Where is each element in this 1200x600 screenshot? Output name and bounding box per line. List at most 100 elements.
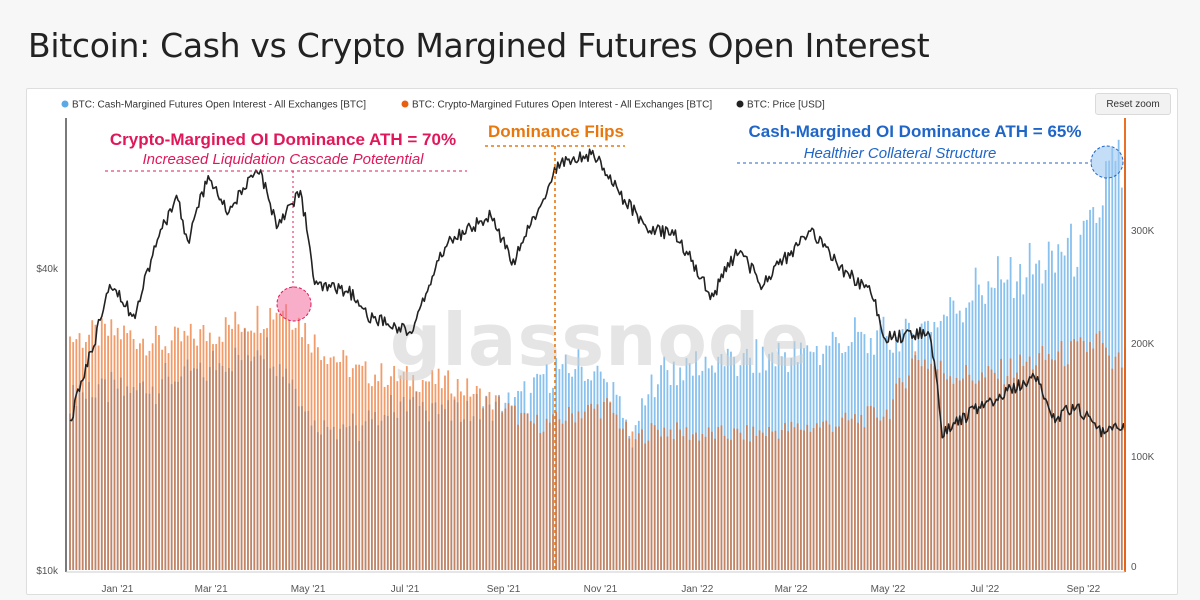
crypto-oi-bar xyxy=(250,330,253,570)
crypto-oi-bar xyxy=(221,341,224,570)
crypto-oi-bar xyxy=(72,342,75,570)
crypto-oi-bar xyxy=(272,319,275,570)
crypto-oi-bar xyxy=(1082,340,1085,570)
crypto-oi-bar xyxy=(742,439,745,570)
crypto-oi-bar xyxy=(227,324,230,570)
crypto-oi-bar xyxy=(1063,366,1066,570)
x-tick-label: Jul '22 xyxy=(971,584,1000,595)
crypto-oi-bar xyxy=(329,357,332,570)
crypto-oi-bar xyxy=(1000,358,1002,570)
legend-item-1[interactable]: BTC: Crypto-Margined Futures Open Intere… xyxy=(401,100,713,111)
crypto-oi-bar xyxy=(1073,339,1076,570)
crypto-oi-bar xyxy=(1025,361,1028,570)
crypto-ath-marker xyxy=(276,286,312,322)
crypto-oi-bar xyxy=(139,343,141,570)
crypto-oi-bar xyxy=(247,331,249,570)
crypto-oi-bar xyxy=(415,391,418,570)
crypto-oi-bar xyxy=(142,338,144,570)
crypto-oi-bar xyxy=(768,426,770,570)
crypto-oi-bar xyxy=(761,432,764,570)
legend-item-0[interactable]: BTC: Cash-Margined Futures Open Interest… xyxy=(61,100,367,111)
crypto-oi-bar xyxy=(892,399,894,570)
price-line xyxy=(69,148,1126,439)
crypto-dominance-annotation: Crypto-Margined OI Dominance ATH = 70% In… xyxy=(105,130,467,322)
crypto-oi-bar xyxy=(437,368,440,570)
crypto-oi-bar xyxy=(1092,348,1095,570)
crypto-oi-bar xyxy=(154,325,157,570)
legend-item-2[interactable]: BTC: Price [USD] xyxy=(736,100,826,111)
crypto-oi-bar xyxy=(215,343,218,570)
crypto-oi-bar xyxy=(259,332,262,570)
crypto-oi-bar xyxy=(653,425,656,570)
crypto-oi-bar xyxy=(602,401,605,570)
crypto-oi-bar xyxy=(224,317,227,570)
crypto-oi-bar xyxy=(456,379,459,570)
crypto-oi-bar xyxy=(819,427,821,570)
crypto-oi-bar xyxy=(701,433,704,570)
crypto-oi-bar xyxy=(84,342,87,570)
crypto-oi-bar xyxy=(1066,364,1069,570)
crypto-oi-bar xyxy=(266,328,268,570)
crypto-oi-bar xyxy=(733,428,736,570)
crypto-oi-bar xyxy=(946,379,948,570)
crypto-oi-bar xyxy=(996,378,999,570)
crypto-oi-bar xyxy=(955,377,958,570)
crypto-oi-bar xyxy=(196,345,199,570)
crypto-oi-bar xyxy=(927,368,929,570)
crypto-oi-bar xyxy=(723,435,726,570)
crypto-oi-bar xyxy=(698,440,701,570)
crypto-oi-bar xyxy=(656,429,659,570)
crypto-oi-bar xyxy=(75,339,78,570)
crypto-oi-bar xyxy=(1051,359,1053,570)
crypto-oi-bar xyxy=(323,356,326,570)
crypto-oi-bar xyxy=(459,391,462,570)
x-tick-label: Jul '21 xyxy=(391,584,420,595)
crypto-oi-bar xyxy=(850,418,853,570)
crypto-oi-bar xyxy=(1101,343,1104,570)
crypto-oi-bar xyxy=(135,348,138,570)
crypto-oi-bar xyxy=(539,433,542,570)
crypto-oi-bar xyxy=(542,431,545,570)
crypto-oi-bar xyxy=(520,413,523,570)
crypto-oi-bar xyxy=(901,382,904,570)
crypto-oi-bar xyxy=(69,336,71,570)
crypto-oi-bar xyxy=(377,381,380,570)
crypto-oi-bar xyxy=(202,324,205,570)
crypto-oi-bar xyxy=(348,377,351,570)
crypto-oi-bar xyxy=(857,422,859,570)
crypto-oi-bar xyxy=(396,381,399,570)
crypto-oi-bar xyxy=(908,375,910,570)
crypto-oi-bar xyxy=(269,307,272,570)
crypto-oi-bar xyxy=(262,329,265,570)
crypto-oi-bar xyxy=(1108,355,1111,570)
crypto-oi-bar xyxy=(278,313,281,570)
crypto-oi-bar xyxy=(609,401,612,570)
crypto-oi-bar xyxy=(1089,342,1091,570)
x-tick-label: Sep '22 xyxy=(1067,584,1101,595)
y-left-tick-label: $40k xyxy=(36,264,59,275)
crypto-oi-bar xyxy=(123,325,125,570)
crypto-oi-bar xyxy=(758,430,761,570)
crypto-oi-bar xyxy=(660,436,662,570)
legend-label: BTC: Cash-Margined Futures Open Interest… xyxy=(72,100,366,111)
dominance-flip-title: Dominance Flips xyxy=(488,122,624,141)
reset-zoom-button[interactable]: Reset zoom xyxy=(1095,93,1171,115)
crypto-oi-bar xyxy=(809,431,812,570)
x-tick-label: Sep '21 xyxy=(487,584,521,595)
y-right-tick-label: 0 xyxy=(1131,562,1137,573)
crypto-oi-bar xyxy=(1035,365,1037,570)
crypto-oi-bar xyxy=(256,305,259,570)
crypto-oi-bar xyxy=(380,363,383,570)
crypto-oi-bar xyxy=(1028,356,1031,570)
crypto-oi-bar xyxy=(650,423,653,570)
legend: BTC: Cash-Margined Futures Open Interest… xyxy=(61,100,826,111)
x-tick-label: Jan '22 xyxy=(681,584,713,595)
crypto-ath-title: Crypto-Margined OI Dominance ATH = 70% xyxy=(110,130,456,149)
crypto-oi-bar xyxy=(418,392,421,570)
crypto-oi-bar xyxy=(548,422,551,570)
crypto-oi-bar xyxy=(367,383,370,570)
crypto-oi-bar xyxy=(342,350,345,570)
crypto-oi-bar xyxy=(361,365,364,570)
crypto-oi-bar xyxy=(107,335,110,570)
crypto-oi-bar xyxy=(815,423,818,570)
